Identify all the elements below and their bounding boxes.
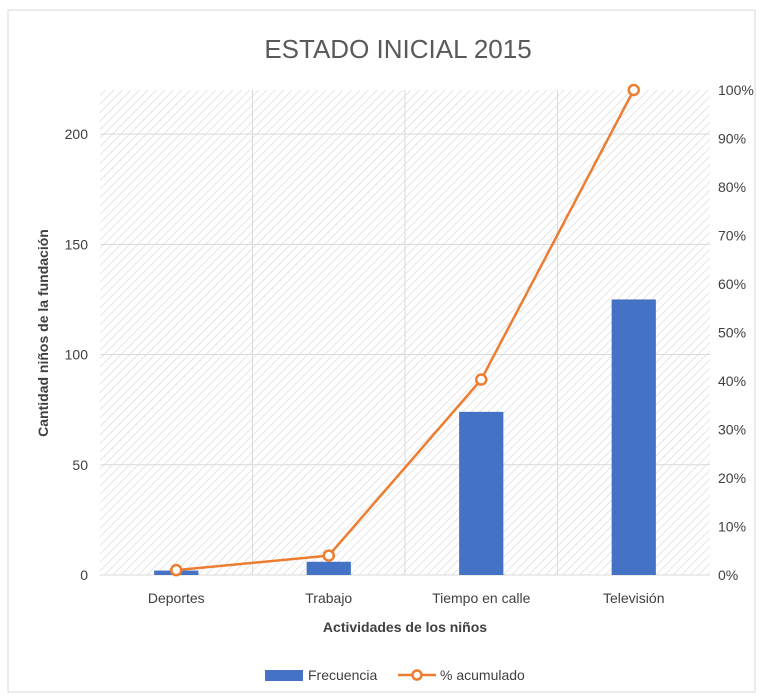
point-acumulado	[322, 549, 335, 562]
legend-label-acumulado: % acumulado	[440, 667, 525, 683]
y-tick-label: 50	[72, 457, 88, 473]
y2-tick-label: 60%	[718, 276, 746, 292]
y2-tick-label: 40%	[718, 373, 746, 389]
y2-tick-label: 90%	[718, 131, 746, 147]
y2-tick-label: 0%	[718, 567, 738, 583]
legend-swatch-frecuencia	[265, 670, 303, 681]
legend-label-frecuencia: Frecuencia	[308, 667, 377, 683]
x-axis-title: Actividades de los niños	[323, 619, 487, 635]
y2-tick-label: 100%	[718, 82, 754, 98]
bar-frecuencia	[459, 411, 504, 575]
point-acumulado	[170, 563, 183, 577]
tick-labels: 0 50 100 150 200 0% 10% 20% 30% 40% 50% 60% 70% 80% 90…	[65, 82, 754, 606]
chart-border	[7, 9, 756, 693]
y-axis-title: Cantidad niños de la fundación	[35, 229, 51, 437]
y2-tick-label: 50%	[718, 325, 746, 341]
gridlines	[100, 90, 710, 576]
point-acumulado	[475, 373, 488, 386]
bar-frecuencia	[306, 561, 351, 575]
bar-frecuencia	[611, 299, 656, 575]
y2-tick-label: 80%	[718, 179, 746, 195]
legend-marker-acumulado	[411, 669, 423, 681]
chart-title: ESTADO INICIAL 2015	[264, 34, 531, 64]
y2-tick-label: 10%	[718, 519, 746, 535]
x-tick-label: Trabajo	[305, 590, 352, 606]
x-tick-label: Tiempo en calle	[432, 590, 531, 606]
y-tick-label: 0	[80, 567, 88, 583]
y2-tick-label: 20%	[718, 470, 746, 486]
y-tick-label: 150	[65, 236, 89, 252]
x-tick-label: Televisión	[603, 590, 664, 606]
line-acumulado	[176, 89, 635, 572]
x-tick-label: Deportes	[148, 590, 205, 606]
y-tick-label: 100	[65, 347, 89, 363]
legend: Frecuencia % acumulado	[265, 667, 525, 683]
y2-tick-label: 70%	[718, 228, 746, 244]
y-tick-label: 200	[65, 126, 89, 142]
y2-tick-label: 30%	[718, 422, 746, 438]
point-acumulado	[627, 83, 640, 97]
cumulative-line	[170, 83, 640, 577]
